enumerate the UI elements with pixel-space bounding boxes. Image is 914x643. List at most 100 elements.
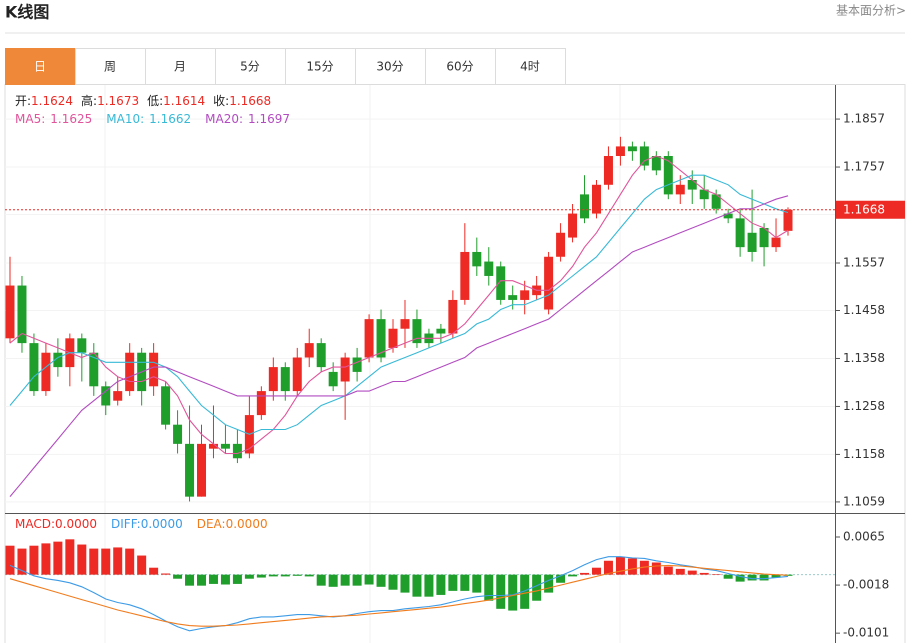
tab-label[interactable]: 30分	[376, 60, 403, 74]
macd-bar	[651, 562, 661, 575]
macd-bar	[663, 566, 673, 575]
candle-body	[663, 156, 673, 195]
macd-bar	[412, 574, 422, 597]
ohlc-label: 高:	[81, 93, 97, 108]
candle-body	[771, 237, 781, 248]
macd-bar	[208, 574, 218, 584]
ma-line	[9, 174, 789, 435]
candle-body	[711, 194, 721, 209]
macd-bar	[711, 574, 721, 575]
legend-name: MA20:	[205, 112, 243, 126]
page-title: K线图	[5, 3, 49, 22]
macd-bar	[520, 574, 530, 609]
macd-bar	[759, 574, 769, 581]
macd-bar	[603, 560, 613, 575]
macd-bar	[328, 574, 338, 587]
tab-label[interactable]: 60分	[446, 60, 473, 74]
macd-bar	[580, 572, 590, 575]
last-price-label: 1.1668	[843, 203, 885, 217]
macd-bar	[687, 570, 697, 575]
macd-bar	[364, 574, 374, 585]
macd-bar	[340, 574, 350, 586]
candle-body	[687, 179, 697, 190]
analysis-link[interactable]: 基本面分析>	[836, 4, 906, 18]
candle-body	[220, 443, 230, 449]
legend-value: 1.1662	[149, 112, 191, 126]
candle-body	[340, 357, 350, 382]
macd-bar	[173, 574, 183, 579]
candle-body	[185, 443, 195, 497]
candle-body	[544, 256, 554, 310]
macd-bar	[424, 574, 434, 597]
ma-line	[9, 195, 789, 497]
candle-body	[639, 146, 649, 166]
candle-body	[173, 424, 183, 444]
candle-body	[448, 299, 458, 334]
candle-body	[675, 184, 685, 195]
candle-body	[436, 328, 446, 334]
macd-bar	[232, 574, 242, 584]
macd-bar	[197, 574, 207, 586]
candle-body	[268, 367, 278, 392]
candle-body	[735, 218, 745, 248]
macd-bar	[460, 574, 470, 591]
macd-bar	[436, 574, 446, 595]
candle-body	[388, 328, 398, 348]
candle-body	[508, 295, 518, 300]
legend-value: 0.0000	[55, 517, 97, 531]
candle-body	[472, 251, 482, 267]
macd-bar	[65, 539, 75, 575]
candle-body	[292, 357, 302, 392]
macd-bar	[316, 574, 326, 586]
tab[interactable]	[495, 48, 566, 85]
tab[interactable]	[285, 48, 356, 85]
tab[interactable]	[215, 48, 286, 85]
macd-bar	[161, 573, 171, 575]
tab[interactable]	[425, 48, 496, 85]
candle-body	[364, 319, 374, 358]
macd-bar	[783, 574, 793, 576]
tab[interactable]	[75, 48, 146, 85]
indicator-line	[9, 556, 789, 632]
ohlc-label: 收:	[213, 94, 229, 108]
candle-body	[615, 146, 625, 157]
macd-bar	[53, 541, 63, 575]
macd-bar	[125, 548, 135, 575]
macd-bar	[352, 574, 362, 586]
candle-body	[161, 386, 171, 425]
legend-name: DIFF:	[111, 517, 141, 531]
indicator-line	[9, 564, 789, 627]
candle-body	[5, 285, 15, 339]
macd-bar	[244, 574, 254, 579]
macd-bar	[89, 548, 99, 575]
legend-name: MA5:	[15, 112, 45, 126]
legend-value: 1.1625	[50, 112, 92, 126]
macd-bar	[568, 574, 578, 577]
macd-bar	[388, 574, 398, 590]
macd-bar	[472, 574, 482, 593]
candle-body	[556, 232, 566, 257]
candle-body	[376, 319, 386, 358]
candle-body	[520, 290, 530, 300]
candle-body	[17, 285, 27, 344]
tab-label[interactable]: 日	[34, 60, 46, 74]
macd-bar	[292, 574, 302, 576]
candle-body	[699, 189, 709, 200]
tab-label[interactable]: 15分	[306, 60, 333, 74]
tab-label[interactable]: 周	[104, 60, 116, 74]
tab[interactable]	[145, 48, 216, 85]
y-tick-label: 1.1458	[843, 303, 885, 317]
y-tick-label: -0.0018	[843, 578, 889, 592]
tab-label[interactable]: 月	[174, 60, 186, 74]
candle-body	[568, 213, 578, 238]
macd-bar	[699, 572, 709, 575]
tab-label[interactable]: 5分	[240, 60, 260, 74]
candle-body	[747, 232, 757, 252]
tab[interactable]	[355, 48, 426, 85]
y-tick-label: 1.1557	[843, 255, 885, 269]
tab-label[interactable]: 4时	[520, 60, 540, 74]
candle-body	[256, 391, 266, 416]
legend-value: 1.1697	[248, 112, 290, 126]
macd-bar	[639, 560, 649, 575]
